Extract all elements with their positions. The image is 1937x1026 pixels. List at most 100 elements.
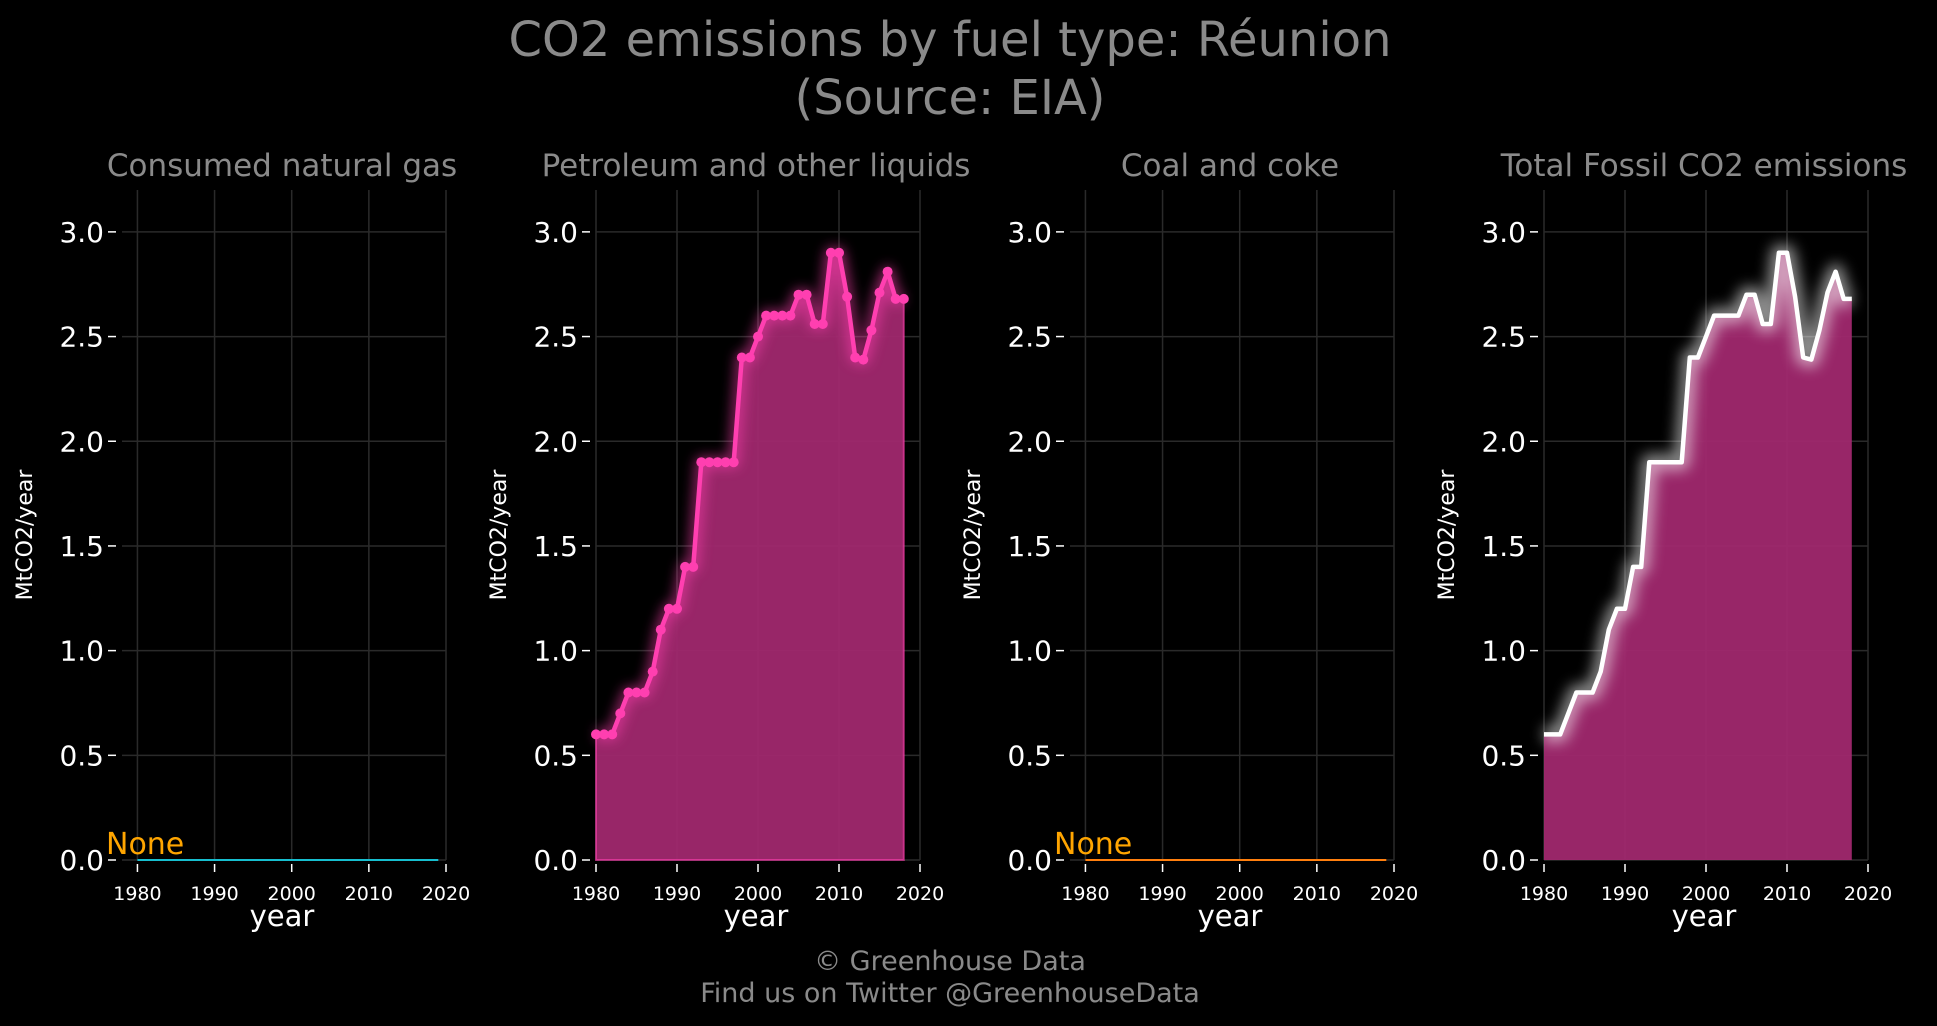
data-point — [801, 289, 812, 300]
data-point — [728, 457, 739, 468]
panel-title: Coal and coke — [1121, 148, 1339, 184]
data-point — [793, 289, 804, 300]
data-point — [890, 293, 901, 304]
x-axis-label: year — [1198, 899, 1263, 933]
none-annotation: None — [106, 827, 184, 862]
y-axis-label: MtCO2/year — [487, 469, 512, 601]
y-tick-label: 1.5 — [533, 530, 578, 563]
data-point — [655, 624, 666, 635]
y-tick-label: 2.5 — [59, 321, 104, 354]
data-point — [680, 561, 691, 572]
x-axis-label: year — [1672, 899, 1737, 933]
x-tick-label: 1990 — [190, 883, 238, 905]
data-point — [882, 266, 893, 277]
data-point — [623, 687, 634, 698]
y-axis-label: MtCO2/year — [13, 469, 38, 601]
none-annotation: None — [1054, 827, 1132, 862]
data-point — [761, 310, 772, 321]
data-point — [753, 331, 763, 342]
panel-1: 0.0 0.5 1.0 1.5 2.0 2.5 3.0 1980 1990 2000 2010 202… — [13, 148, 470, 933]
chart-subtitle: (Source: EIA) — [794, 70, 1106, 126]
y-tick-label: 1.5 — [1007, 530, 1052, 563]
y-tick-label: 1.5 — [59, 530, 104, 563]
y-tick-label: 2.0 — [1481, 425, 1526, 458]
data-point — [842, 291, 853, 302]
y-tick-label: 0.5 — [1481, 739, 1526, 772]
y-tick-label: 1.0 — [533, 635, 578, 668]
y-tick-label: 2.0 — [1007, 425, 1052, 458]
y-tick-label: 0.5 — [533, 739, 578, 772]
x-tick-label: 2000 — [1216, 883, 1264, 905]
panel-4: 0.0 0.5 1.0 1.5 2.0 2.5 3.0 1980 1990 2000 2010 202… — [1435, 148, 1907, 933]
data-point — [825, 247, 836, 258]
x-tick-label: 2010 — [1293, 883, 1341, 905]
x-axis-label: year — [724, 899, 789, 933]
panel-title: Consumed natural gas — [107, 148, 457, 184]
y-tick-label: 1.0 — [59, 635, 104, 668]
x-tick-label: 2010 — [815, 883, 863, 905]
panel-title: Total Fossil CO2 emissions — [1500, 148, 1908, 184]
y-tick-label: 0.5 — [59, 739, 104, 772]
data-point — [850, 352, 861, 363]
y-tick-label: 0.0 — [1007, 844, 1052, 877]
data-point — [599, 729, 610, 740]
footer-twitter: Find us on Twitter @GreenhouseData — [700, 978, 1200, 1009]
data-point — [607, 729, 618, 740]
data-point — [704, 457, 715, 468]
x-tick-label: 2000 — [1682, 883, 1730, 905]
data-point — [777, 310, 788, 321]
data-point — [898, 293, 909, 304]
x-tick-label: 2010 — [345, 883, 393, 905]
data-point — [663, 603, 674, 614]
x-tick-label: 2020 — [1844, 883, 1892, 905]
x-tick-label: 2020 — [896, 883, 944, 905]
data-point — [591, 729, 601, 740]
data-point — [736, 352, 747, 363]
footer-copyright: © Greenhouse Data — [814, 946, 1086, 977]
y-axis-label: MtCO2/year — [1435, 469, 1460, 601]
data-point — [688, 561, 699, 572]
data-point — [866, 325, 877, 336]
x-tick-label: 1980 — [113, 883, 161, 905]
data-point — [647, 666, 658, 677]
data-point — [696, 457, 707, 468]
data-point — [809, 319, 820, 329]
y-tick-label: 1.5 — [1481, 530, 1526, 563]
y-tick-label: 0.5 — [1007, 739, 1052, 772]
y-tick-label: 3.0 — [1481, 216, 1526, 249]
panel-2: 0.0 0.5 1.0 1.5 2.0 2.5 3.0 1980 1990 2000 2010 202… — [487, 148, 970, 933]
y-tick-label: 2.0 — [59, 425, 104, 458]
data-point — [874, 287, 885, 298]
x-axis-label: year — [250, 899, 315, 933]
data-point — [672, 603, 682, 614]
x-tick-label: 1980 — [572, 883, 620, 905]
y-tick-label: 2.5 — [533, 321, 578, 354]
y-tick-label: 0.0 — [1481, 844, 1526, 877]
y-tick-label: 3.0 — [59, 216, 104, 249]
data-point — [720, 457, 731, 468]
y-tick-label: 1.0 — [1481, 635, 1526, 668]
y-tick-label: 0.0 — [59, 844, 104, 877]
x-tick-label: 2000 — [734, 883, 782, 905]
y-tick-label: 3.0 — [533, 216, 578, 249]
series-line — [1544, 250, 1852, 737]
y-tick-label: 3.0 — [1007, 216, 1052, 249]
data-point — [712, 457, 723, 468]
x-tick-label: 1990 — [1601, 883, 1649, 905]
data-point — [785, 310, 796, 321]
data-point — [639, 687, 650, 698]
series-area-fill — [1544, 252, 1852, 861]
y-tick-label: 0.0 — [533, 844, 578, 877]
data-point — [631, 687, 642, 698]
chart-title: CO2 emissions by fuel type: Réunion — [508, 12, 1392, 68]
y-axis-label: MtCO2/year — [961, 469, 986, 601]
x-tick-label: 1980 — [1520, 883, 1568, 905]
y-tick-label: 1.0 — [1007, 635, 1052, 668]
series-area-fill — [596, 252, 904, 861]
data-point — [769, 310, 780, 321]
panel-3: 0.0 0.5 1.0 1.5 2.0 2.5 3.0 1980 1990 2000 2010 202… — [961, 148, 1418, 933]
y-tick-label: 2.5 — [1007, 321, 1052, 354]
y-tick-label: 2.0 — [533, 425, 578, 458]
data-point — [858, 354, 869, 365]
